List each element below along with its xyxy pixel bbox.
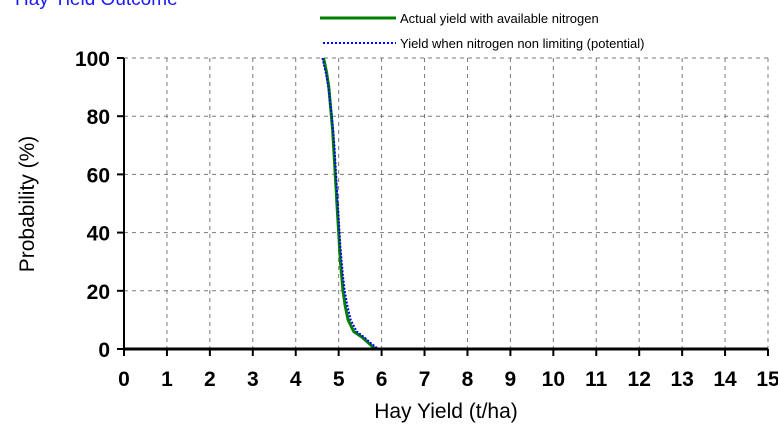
- y-ticks: 0 20 40 60 80 100: [75, 48, 124, 362]
- x-tick-label-12: 12: [628, 368, 651, 391]
- x-tick-label-7: 7: [419, 368, 431, 391]
- y-tick-label-0: 0: [98, 339, 110, 362]
- x-tick-label-3: 3: [247, 368, 259, 391]
- x-tick-label-15: 15: [756, 368, 778, 391]
- series-line-0: [322, 57, 377, 351]
- x-ticks: 0 1 2 3 4 5 6 7 8 9 10 11 12 13 14 15: [118, 349, 778, 391]
- y-tick-label-80: 80: [87, 106, 110, 129]
- x-tick-label-9: 9: [505, 368, 517, 391]
- axes: [123, 58, 768, 351]
- series-lines: [321, 57, 379, 351]
- x-tick-label-2: 2: [204, 368, 216, 391]
- y-tick-label-40: 40: [87, 223, 110, 246]
- x-axis-label: Hay Yield (t/ha): [374, 400, 518, 423]
- legend: Actual yield with available nitrogen Yie…: [320, 11, 645, 51]
- grid: [124, 57, 769, 349]
- y-tick-label-60: 60: [87, 164, 110, 187]
- x-tick-label-5: 5: [333, 368, 345, 391]
- x-tick-label-11: 11: [585, 368, 608, 391]
- x-tick-label-8: 8: [462, 368, 474, 391]
- y-tick-label-100: 100: [75, 48, 110, 71]
- x-tick-label-1: 1: [161, 368, 173, 391]
- x-tick-label-10: 10: [542, 368, 565, 391]
- y-axis-label: Probability (%): [16, 136, 39, 273]
- x-tick-label-4: 4: [290, 368, 302, 391]
- y-tick-label-20: 20: [87, 281, 110, 304]
- legend-label-actual: Actual yield with available nitrogen: [400, 11, 599, 26]
- x-tick-label-13: 13: [670, 368, 693, 391]
- x-tick-label-14: 14: [713, 368, 737, 391]
- x-tick-label-0: 0: [118, 368, 130, 391]
- series-line-1: [321, 57, 379, 350]
- x-tick-label-6: 6: [376, 368, 388, 391]
- chart-title: Hay Yield Outcome: [15, 0, 178, 10]
- legend-label-potential: Yield when nitrogen non limiting (potent…: [400, 36, 645, 51]
